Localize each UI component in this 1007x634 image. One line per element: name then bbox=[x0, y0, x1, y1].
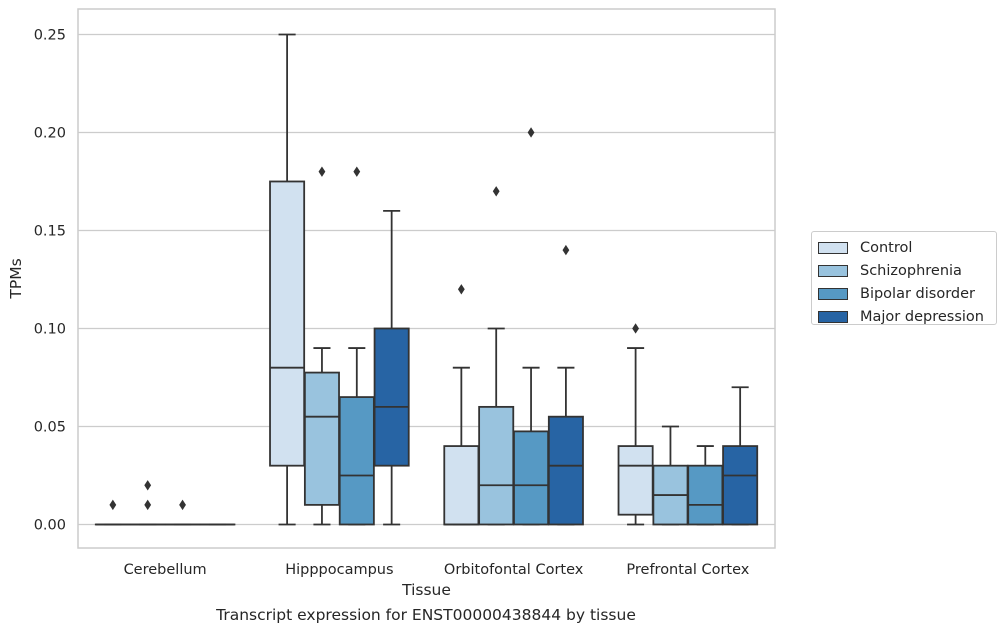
x-tick-label: Orbitofontal Cortex bbox=[444, 562, 584, 578]
box-major-depression-prefrontal-cortex bbox=[722, 386, 759, 526]
iqr-box bbox=[303, 371, 340, 506]
box-control-cerebellum bbox=[94, 499, 131, 526]
y-tick-label: 0.25 bbox=[34, 27, 66, 43]
iqr-box bbox=[478, 405, 515, 526]
y-tick-label: 0.00 bbox=[34, 517, 66, 533]
outlier-point bbox=[492, 186, 500, 197]
legend-item-schizophrenia: Schizophrenia bbox=[818, 259, 996, 282]
box-control-hipppocampus bbox=[269, 33, 306, 526]
box-bipolar-disorder-orbitofontal-cortex bbox=[513, 127, 550, 526]
outlier-point bbox=[562, 244, 570, 256]
box-bipolar-disorder-prefrontal-cortex bbox=[687, 445, 724, 526]
chart-caption: Transcript expression for ENST0000043884… bbox=[216, 606, 636, 624]
box-major-depression-hipppocampus bbox=[373, 209, 410, 526]
x-axis-label: Tissue bbox=[401, 581, 451, 599]
iqr-box bbox=[269, 180, 306, 467]
box-schizophrenia-orbitofontal-cortex bbox=[478, 186, 515, 526]
outlier-point bbox=[144, 480, 152, 491]
iqr-box bbox=[722, 445, 759, 526]
x-tick-label: Cerebellum bbox=[124, 562, 207, 578]
legend-item-control: Control bbox=[818, 236, 996, 259]
box-schizophrenia-hipppocampus bbox=[303, 166, 340, 526]
x-tick-label: Prefrontal Cortex bbox=[626, 562, 749, 578]
legend-swatch-major-depression bbox=[818, 310, 848, 323]
plot-frame bbox=[77, 8, 776, 549]
iqr-box bbox=[687, 464, 724, 526]
box-bipolar-disorder-cerebellum bbox=[164, 499, 201, 526]
outlier-point bbox=[457, 284, 465, 295]
y-tick-label: 0.20 bbox=[34, 125, 66, 141]
y-tick-label: 0.15 bbox=[34, 223, 66, 239]
box-plot-area bbox=[94, 33, 759, 526]
box-control-orbitofontal-cortex bbox=[443, 284, 480, 526]
iqr-box bbox=[443, 445, 480, 526]
legend-item-bipolar-disorder: Bipolar disorder bbox=[818, 282, 996, 305]
box-control-prefrontal-cortex bbox=[617, 323, 654, 526]
box-bipolar-disorder-hipppocampus bbox=[338, 166, 375, 526]
legend-label-bipolar-disorder: Bipolar disorder bbox=[860, 285, 975, 302]
iqr-box bbox=[617, 445, 654, 516]
legend-label-schizophrenia: Schizophrenia bbox=[860, 262, 962, 279]
y-axis-label: TPMs bbox=[7, 258, 25, 299]
legend-label-control: Control bbox=[860, 239, 913, 256]
legend-swatch-bipolar-disorder bbox=[818, 287, 848, 300]
box-major-depression-orbitofontal-cortex bbox=[547, 244, 584, 526]
x-tick-label: Hipppocampus bbox=[285, 562, 393, 578]
axes: 0.00 0.05 0.10 0.15 0.20 0.25 Cerebellum Hipppo… bbox=[34, 27, 750, 578]
outlier-point bbox=[179, 499, 186, 511]
outlier-point bbox=[353, 166, 361, 177]
outlier-point bbox=[318, 166, 326, 177]
legend-label-major-depression: Major depression bbox=[860, 308, 984, 325]
legend-swatch-schizophrenia bbox=[818, 264, 848, 277]
outlier-point bbox=[632, 323, 639, 334]
legend-item-major-depression: Major depression bbox=[818, 305, 996, 328]
box-schizophrenia-prefrontal-cortex bbox=[652, 425, 689, 526]
legend-swatch-control bbox=[818, 241, 848, 254]
y-tick-label: 0.10 bbox=[34, 321, 66, 337]
iqr-box bbox=[373, 327, 410, 467]
outlier-point bbox=[109, 499, 117, 511]
iqr-box bbox=[338, 396, 375, 526]
iqr-box bbox=[513, 430, 550, 526]
iqr-box bbox=[547, 415, 584, 526]
box-schizophrenia-cerebellum bbox=[129, 480, 166, 526]
outlier-point bbox=[527, 127, 535, 138]
outlier-point bbox=[144, 499, 152, 511]
legend: Control Schizophrenia Bipolar disorder M… bbox=[811, 231, 997, 325]
y-tick-label: 0.05 bbox=[34, 419, 66, 435]
